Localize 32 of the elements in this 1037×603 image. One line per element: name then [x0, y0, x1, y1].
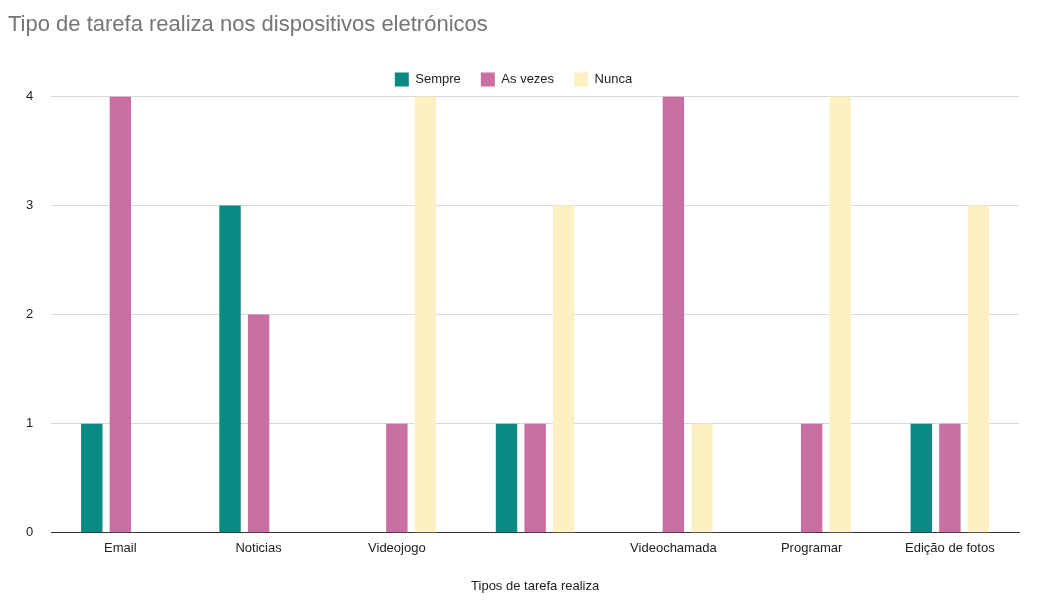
legend-label: Nunca — [594, 70, 633, 86]
bar — [109, 96, 132, 533]
y-tick-label: 4 — [26, 87, 34, 103]
x-axis-title: Tipos de tarefa realiza — [471, 577, 600, 593]
y-tick-label: 0 — [26, 524, 34, 540]
bar — [939, 423, 961, 533]
legend-label: Sempre — [415, 70, 461, 86]
y-tick-label: 2 — [26, 306, 34, 322]
x-tick-label: Edição de fotos — [905, 540, 996, 556]
chart-title: Tipo de tarefa realiza nos dispositivos eletrónicos — [8, 11, 488, 37]
bar — [524, 423, 546, 533]
legend-label: As vezes — [501, 70, 555, 86]
bar — [662, 96, 685, 533]
y-tick-label: 1 — [26, 415, 34, 431]
bar — [414, 96, 437, 533]
x-tick-label: Noticias — [235, 540, 283, 556]
x-tick-label: Videojogo — [368, 540, 426, 556]
y-tick-label: 3 — [26, 197, 34, 213]
bar — [967, 205, 990, 533]
bar — [910, 423, 933, 533]
bar — [691, 423, 713, 533]
bar — [386, 423, 408, 533]
bar — [219, 205, 241, 533]
x-tick-label: Programar — [780, 540, 843, 556]
x-tick-label: Videochamada — [630, 540, 718, 556]
x-tick-label: Email — [104, 540, 137, 556]
bar — [829, 96, 851, 533]
bar — [247, 314, 270, 533]
bar — [552, 205, 575, 533]
bar — [495, 423, 518, 533]
bar — [81, 423, 103, 533]
bar — [800, 423, 823, 533]
